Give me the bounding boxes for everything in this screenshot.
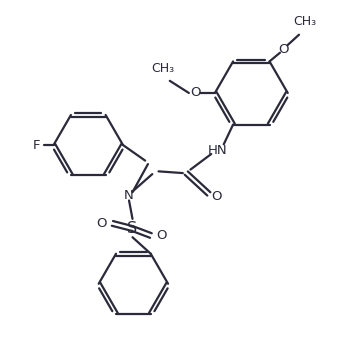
Text: O: O: [211, 190, 222, 203]
Text: O: O: [97, 217, 107, 230]
Text: O: O: [278, 43, 289, 56]
Text: CH₃: CH₃: [151, 62, 174, 75]
Text: O: O: [156, 229, 167, 242]
Text: CH₃: CH₃: [293, 15, 316, 29]
Text: O: O: [190, 87, 201, 100]
Text: HN: HN: [208, 144, 227, 157]
Text: N: N: [124, 189, 134, 202]
Text: F: F: [33, 139, 41, 151]
Text: S: S: [127, 221, 138, 236]
